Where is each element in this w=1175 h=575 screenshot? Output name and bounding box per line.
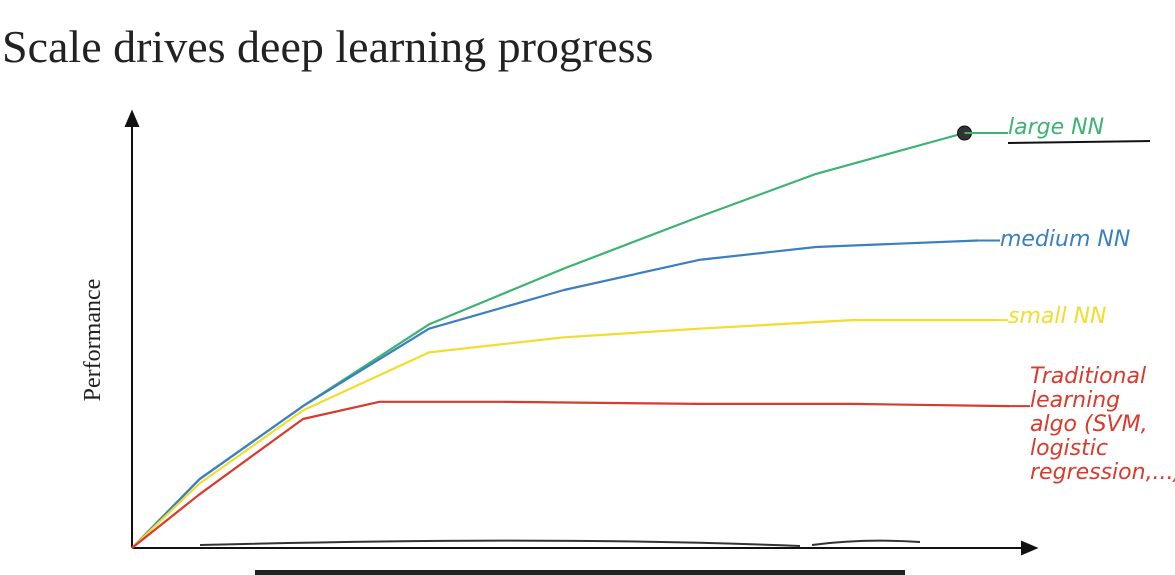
chart-title: Scale drives deep learning progress bbox=[2, 21, 653, 72]
y-arrow bbox=[124, 109, 140, 127]
legend-label: small NN bbox=[1008, 304, 1107, 329]
legend-label: Traditional learning algo (SVM, logistic… bbox=[1030, 364, 1175, 485]
legend-label: large NN bbox=[1008, 115, 1105, 140]
data-arrow bbox=[199, 539, 921, 547]
series-line bbox=[131, 319, 996, 549]
series-line bbox=[131, 239, 979, 549]
caption-bar bbox=[255, 570, 905, 575]
axes bbox=[124, 109, 1151, 556]
x-arrow bbox=[1021, 540, 1039, 556]
underline bbox=[1007, 140, 1151, 144]
y-axis-label: Performance bbox=[80, 279, 106, 402]
series-line bbox=[131, 400, 1010, 549]
legend-label: medium NN bbox=[1000, 227, 1131, 252]
series-line bbox=[131, 131, 965, 549]
